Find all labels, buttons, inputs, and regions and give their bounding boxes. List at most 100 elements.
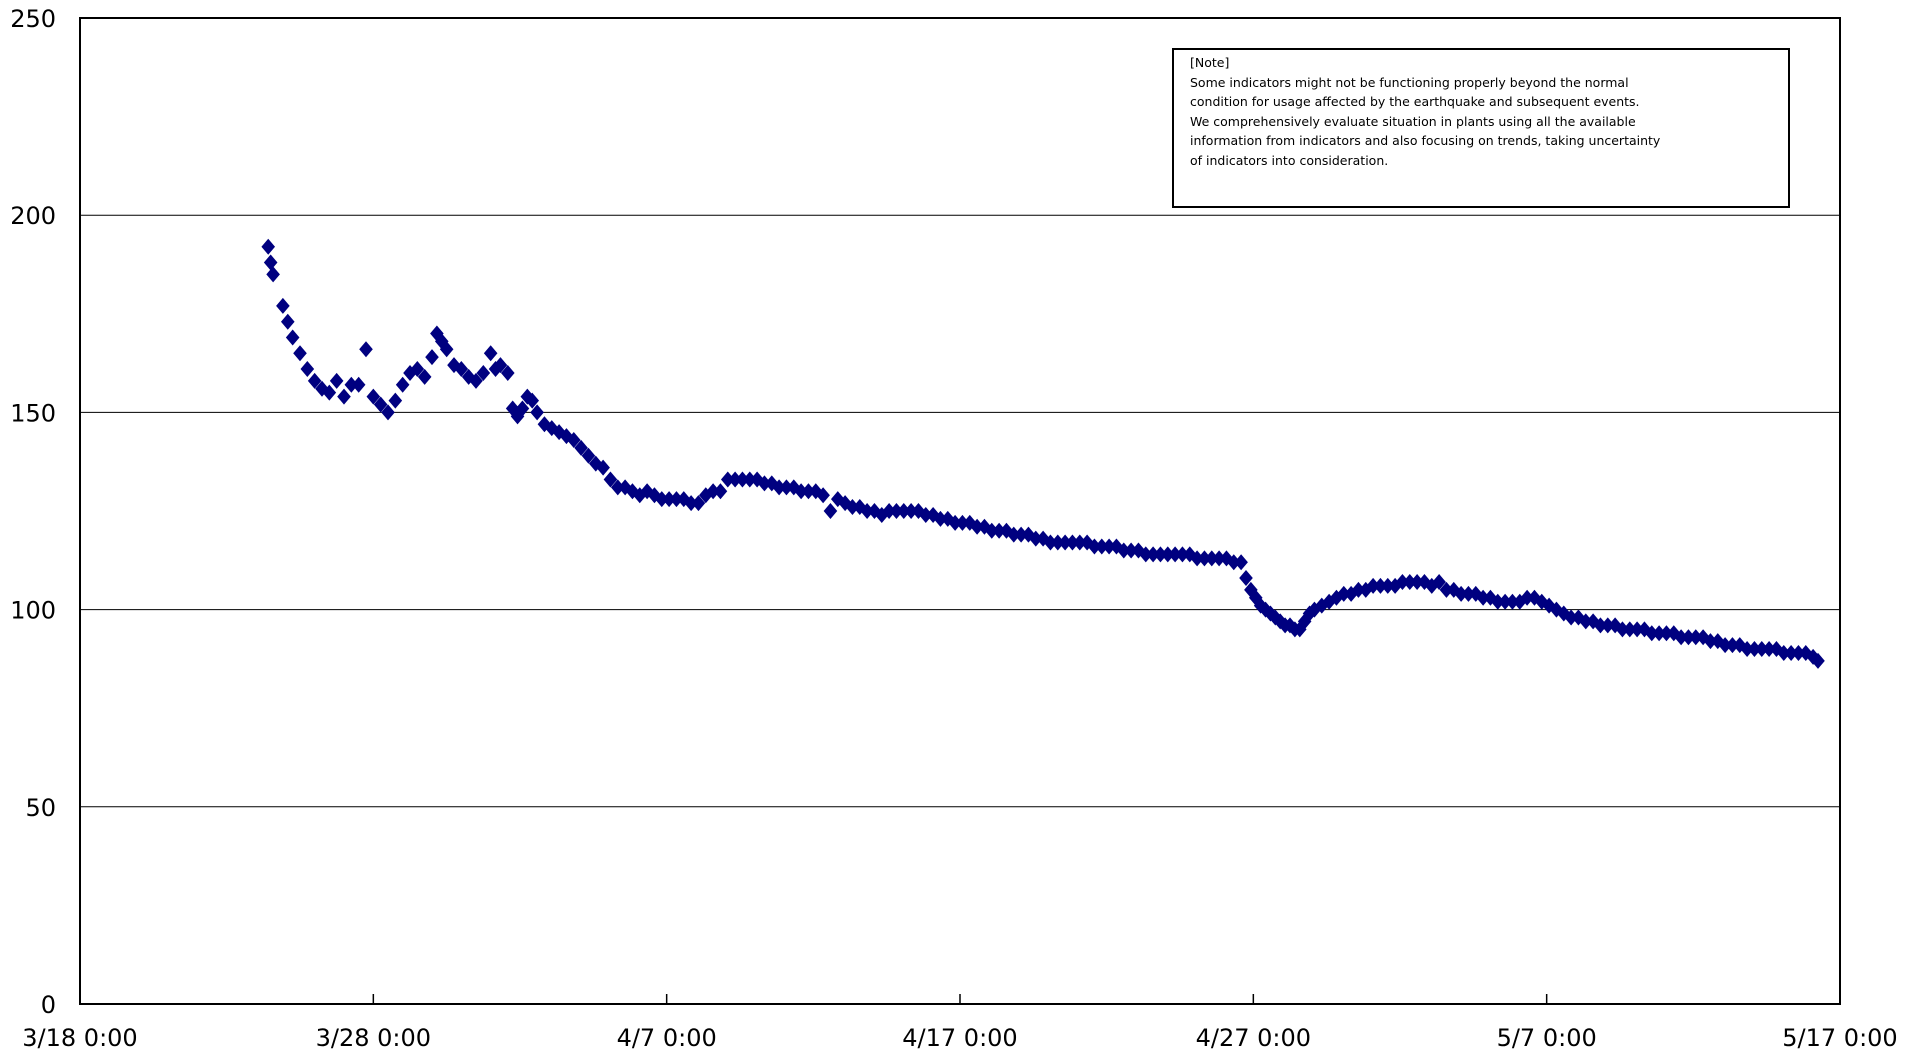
data-point: [1439, 581, 1454, 598]
data-point: [860, 503, 874, 519]
data-point: [1811, 652, 1825, 669]
data-point: [720, 471, 735, 488]
y-tick-label: 50: [25, 794, 56, 822]
data-point: [469, 372, 483, 389]
data-point: [603, 471, 618, 488]
data-point: [596, 459, 610, 476]
data-point: [1644, 625, 1659, 642]
data-point: [1498, 593, 1512, 610]
data-point: [1153, 546, 1168, 563]
data-point: [351, 376, 366, 393]
data-point: [476, 364, 491, 381]
data-point: [1600, 617, 1615, 634]
data-point: [1747, 641, 1762, 658]
data-point: [713, 483, 728, 500]
data-point: [1028, 530, 1043, 547]
data-point: [1175, 546, 1190, 563]
x-tick-label: 3/18 0:00: [22, 1024, 137, 1051]
data-point: [669, 491, 684, 508]
x-tick-label: 4/7 0:00: [617, 1024, 717, 1051]
y-tick-label: 250: [10, 5, 56, 33]
data-point: [1718, 637, 1732, 654]
data-point: [1014, 526, 1028, 543]
data-point: [691, 495, 706, 512]
data-point: [263, 254, 278, 271]
data-point: [1395, 573, 1410, 590]
data-point: [1402, 573, 1417, 590]
data-point: [307, 372, 322, 389]
data-point: [1652, 625, 1666, 642]
data-point: [1094, 538, 1109, 555]
data-point: [1366, 577, 1380, 594]
note-heading: [Note]: [1190, 55, 1230, 70]
x-tick-label: 5/7 0:00: [1497, 1024, 1597, 1051]
y-tick-label: 100: [10, 597, 56, 625]
data-point: [559, 428, 574, 445]
x-tick-label: 5/17 0:00: [1782, 1024, 1897, 1051]
data-point: [735, 471, 750, 488]
data-point: [337, 388, 351, 405]
data-point: [280, 313, 295, 330]
gridlines: [80, 214, 1840, 808]
data-point: [1740, 641, 1754, 658]
data-point: [1454, 585, 1468, 602]
data-point: [1168, 546, 1182, 563]
y-tick-label: 200: [10, 202, 56, 230]
data-point: [955, 514, 970, 531]
data-point: [1784, 644, 1798, 661]
data-point: [439, 341, 454, 358]
data-point: [999, 522, 1014, 539]
data-point: [1124, 542, 1138, 559]
data-point: [1102, 538, 1116, 555]
data-point: [1461, 585, 1476, 602]
data-point: [417, 368, 432, 385]
data-point: [1476, 589, 1490, 606]
data-point: [1410, 573, 1424, 590]
data-point: [823, 503, 838, 519]
data-point: [1630, 621, 1644, 638]
data-point: [322, 384, 337, 401]
data-point: [610, 479, 625, 496]
data-point: [779, 479, 794, 496]
data-point: [359, 341, 373, 358]
data-point: [1754, 641, 1769, 658]
data-point: [366, 388, 381, 405]
data-point: [1239, 570, 1253, 587]
x-tick-label: 4/17 0:00: [902, 1024, 1017, 1051]
data-point: [1688, 629, 1703, 646]
data-point: [1072, 534, 1087, 551]
data-point: [1204, 550, 1219, 567]
data-point: [1006, 526, 1021, 543]
data-point: [1197, 550, 1212, 567]
data-point: [373, 396, 388, 413]
data-point: [1043, 534, 1058, 551]
x-tick-label: 3/28 0:00: [316, 1024, 431, 1051]
x-tick-label: 4/27 0:00: [1196, 1024, 1311, 1051]
data-point: [1762, 641, 1776, 658]
data-point: [984, 522, 999, 539]
data-point: [1490, 593, 1505, 610]
data-point: [537, 416, 552, 433]
data-point: [461, 368, 476, 385]
note-line-3: We comprehensively evaluate situation in…: [1190, 113, 1636, 129]
data-point: [1058, 534, 1072, 551]
data-point: [1336, 585, 1351, 602]
data-point: [1160, 546, 1175, 563]
data-point: [948, 514, 962, 531]
note-line-2: condition for usage affected by the eart…: [1190, 94, 1640, 109]
data-point: [882, 503, 896, 519]
data-point: [493, 357, 508, 374]
data-point: [395, 376, 410, 393]
data-point: [483, 345, 498, 362]
data-point: [261, 238, 276, 255]
data-point: [1622, 621, 1637, 638]
data-point: [1116, 542, 1131, 559]
data-point: [1234, 554, 1248, 571]
data-point: [1146, 546, 1160, 563]
data-point: [1520, 589, 1534, 606]
data-point: [918, 506, 933, 523]
data-point: [845, 499, 860, 516]
data-point: [1615, 621, 1630, 638]
data-point: [662, 491, 676, 508]
data-point: [1659, 625, 1674, 642]
